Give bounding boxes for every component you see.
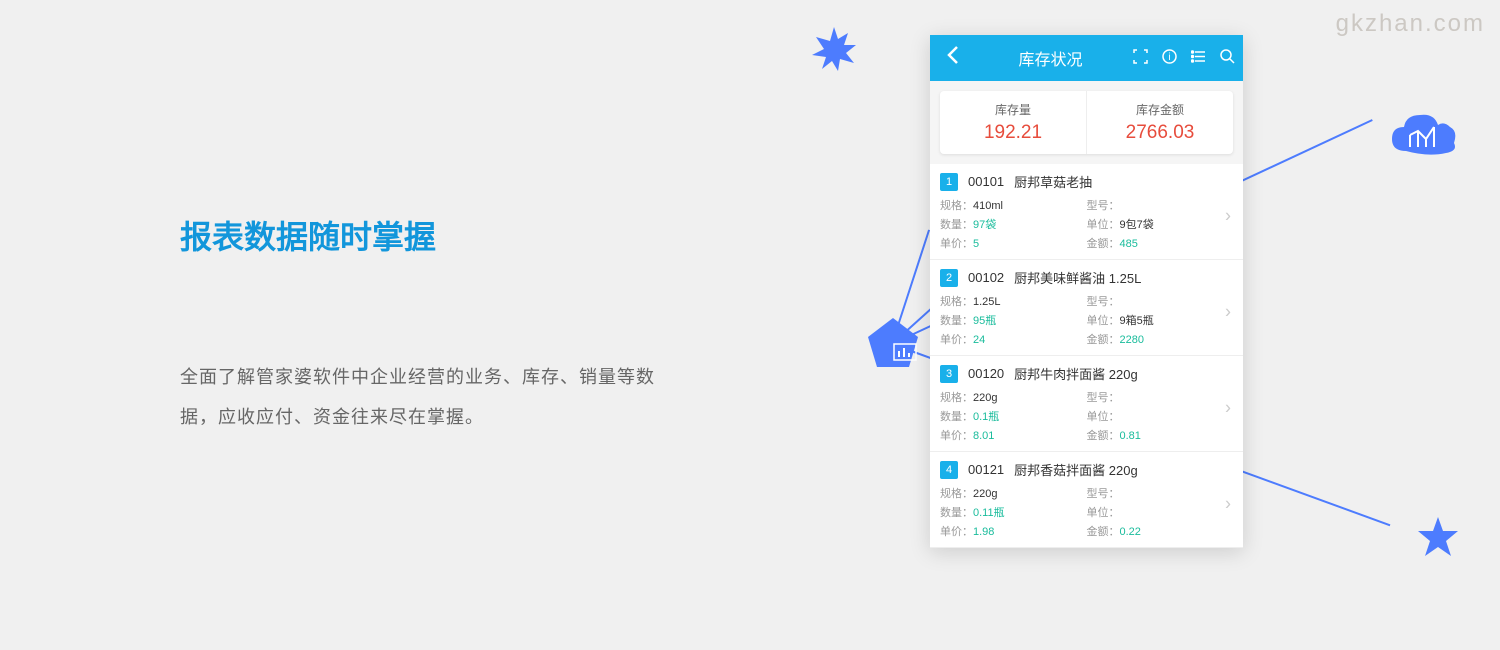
item-code: 00120	[968, 366, 1004, 381]
app-header: 库存状况 i	[930, 35, 1243, 81]
price-label: 单价：	[940, 526, 973, 538]
inventory-item[interactable]: 1 00101 厨邦草菇老抽 规格：410ml 型号： 数量：97袋 单位：9包…	[930, 164, 1243, 260]
inventory-item[interactable]: 2 00102 厨邦美味鲜酱油 1.25L 规格：1.25L 型号： 数量：95…	[930, 260, 1243, 356]
unit-value: 9箱5瓶	[1120, 315, 1154, 327]
summary-label: 库存量	[940, 101, 1086, 118]
price-value: 1.98	[973, 526, 994, 538]
inventory-list: 1 00101 厨邦草菇老抽 规格：410ml 型号： 数量：97袋 单位：9包…	[930, 164, 1243, 548]
watermark: gkzhan.com	[1336, 10, 1485, 38]
app-title: 库存状况	[968, 46, 1133, 70]
qty-label: 数量：	[940, 411, 973, 423]
chevron-right-icon: ›	[1225, 397, 1231, 418]
header-actions: i	[1133, 49, 1235, 68]
layout-container: 报表数据随时掌握 全面了解管家婆软件中企业经营的业务、库存、销量等数据，应收应付…	[0, 0, 1500, 650]
item-name: 厨邦牛肉拌面酱 220g	[1014, 364, 1138, 383]
qty-value: 95瓶	[973, 315, 996, 327]
qty-value: 0.11瓶	[973, 507, 1005, 519]
item-number: 2	[940, 269, 958, 287]
item-code: 00121	[968, 462, 1004, 477]
phone-mockup: 库存状况 i 库存	[930, 35, 1243, 548]
item-code: 00102	[968, 270, 1004, 285]
text-section: 报表数据随时掌握 全面了解管家婆软件中企业经营的业务、库存、销量等数据，应收应付…	[180, 212, 660, 437]
spec-value: 410ml	[973, 200, 1003, 212]
price-label: 单价：	[940, 238, 973, 250]
summary-label: 库存金额	[1087, 101, 1233, 118]
item-header: 2 00102 厨邦美味鲜酱油 1.25L	[930, 260, 1243, 293]
item-header: 4 00121 厨邦香菇拌面酱 220g	[930, 452, 1243, 485]
summary-value: 2766.03	[1087, 122, 1233, 144]
unit-label: 单位：	[1087, 315, 1120, 327]
spec-value: 220g	[973, 488, 997, 500]
item-name: 厨邦美味鲜酱油 1.25L	[1014, 268, 1141, 287]
star-icon	[1416, 515, 1460, 564]
model-label: 型号：	[1087, 296, 1120, 308]
model-label: 型号：	[1087, 200, 1120, 212]
unit-label: 单位：	[1087, 219, 1120, 231]
spec-label: 规格：	[940, 200, 973, 212]
unit-label: 单位：	[1087, 411, 1120, 423]
amount-value: 0.81	[1120, 430, 1141, 442]
qty-label: 数量：	[940, 315, 973, 327]
back-button[interactable]	[938, 44, 968, 72]
item-number: 1	[940, 173, 958, 191]
summary-amount[interactable]: 库存金额 2766.03	[1087, 91, 1233, 154]
item-header: 3 00120 厨邦牛肉拌面酱 220g	[930, 356, 1243, 389]
spec-value: 1.25L	[973, 296, 1001, 308]
chevron-right-icon: ›	[1225, 493, 1231, 514]
amount-value: 485	[1120, 238, 1138, 250]
item-details: 规格：410ml 型号： 数量：97袋 单位：9包7袋 单价：5 金额：485	[930, 197, 1243, 259]
qty-value: 97袋	[973, 219, 996, 231]
item-number: 4	[940, 461, 958, 479]
chevron-right-icon: ›	[1225, 205, 1231, 226]
chevron-right-icon: ›	[1225, 301, 1231, 322]
summary-value: 192.21	[940, 122, 1086, 144]
qty-value: 0.1瓶	[973, 411, 999, 423]
item-number: 3	[940, 365, 958, 383]
spec-value: 220g	[973, 392, 997, 404]
item-details: 规格：1.25L 型号： 数量：95瓶 单位：9箱5瓶 单价：24 金额：228…	[930, 293, 1243, 355]
inventory-item[interactable]: 4 00121 厨邦香菇拌面酱 220g 规格：220g 型号： 数量：0.11…	[930, 452, 1243, 548]
item-details: 规格：220g 型号： 数量：0.1瓶 单位： 单价：8.01 金额：0.81	[930, 389, 1243, 451]
spec-label: 规格：	[940, 392, 973, 404]
spec-label: 规格：	[940, 488, 973, 500]
model-label: 型号：	[1087, 392, 1120, 404]
svg-text:i: i	[1168, 52, 1170, 63]
inventory-item[interactable]: 3 00120 厨邦牛肉拌面酱 220g 规格：220g 型号： 数量：0.1瓶…	[930, 356, 1243, 452]
item-header: 1 00101 厨邦草菇老抽	[930, 164, 1243, 197]
spec-label: 规格：	[940, 296, 973, 308]
amount-label: 金额：	[1087, 238, 1120, 250]
burst-icon	[810, 25, 858, 78]
amount-label: 金额：	[1087, 526, 1120, 538]
pentagon-chart-icon	[865, 315, 921, 371]
search-icon[interactable]	[1220, 49, 1235, 68]
item-details: 规格：220g 型号： 数量：0.11瓶 单位： 单价：1.98 金额：0.22	[930, 485, 1243, 547]
unit-value: 9包7袋	[1120, 219, 1154, 231]
page-description: 全面了解管家婆软件中企业经营的业务、库存、销量等数据，应收应付、资金往来尽在掌握…	[180, 358, 660, 437]
summary-stock[interactable]: 库存量 192.21	[940, 91, 1087, 154]
amount-label: 金额：	[1087, 430, 1120, 442]
qty-label: 数量：	[940, 219, 973, 231]
unit-label: 单位：	[1087, 507, 1120, 519]
price-value: 5	[973, 238, 979, 250]
price-label: 单价：	[940, 430, 973, 442]
list-icon[interactable]	[1191, 49, 1206, 68]
price-label: 单价：	[940, 334, 973, 346]
item-name: 厨邦草菇老抽	[1014, 172, 1092, 191]
price-value: 8.01	[973, 430, 994, 442]
summary-card: 库存量 192.21 库存金额 2766.03	[940, 91, 1233, 154]
model-label: 型号：	[1087, 488, 1120, 500]
amount-value: 0.22	[1120, 526, 1141, 538]
page-heading: 报表数据随时掌握	[180, 212, 660, 258]
scan-icon[interactable]	[1133, 49, 1148, 68]
cloud-chart-icon	[1388, 105, 1460, 170]
qty-label: 数量：	[940, 507, 973, 519]
info-icon[interactable]: i	[1162, 49, 1177, 68]
item-code: 00101	[968, 174, 1004, 189]
price-value: 24	[973, 334, 985, 346]
item-name: 厨邦香菇拌面酱 220g	[1014, 460, 1138, 479]
amount-label: 金额：	[1087, 334, 1120, 346]
amount-value: 2280	[1120, 334, 1144, 346]
